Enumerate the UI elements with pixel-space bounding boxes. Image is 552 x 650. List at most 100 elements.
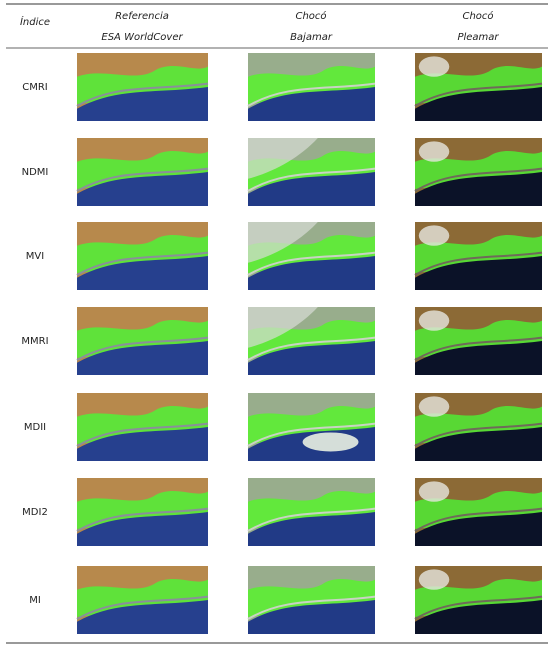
image-sea [248, 87, 375, 121]
column-subtitle: Bajamar [290, 32, 333, 43]
image-shore [414, 82, 543, 107]
satellite-image [247, 307, 376, 375]
image-shore [76, 507, 209, 532]
satellite-image [76, 478, 209, 546]
image-shore [76, 595, 209, 620]
satellite-image [76, 222, 209, 290]
satellite-image [247, 53, 376, 121]
column-subtitle: ESA WorldCover [101, 32, 183, 43]
image-sea [77, 341, 208, 375]
satellite-image [414, 307, 543, 375]
image-sea [248, 600, 375, 634]
satellite-image [414, 222, 543, 290]
satellite-image [414, 478, 543, 546]
image-cloud [418, 225, 450, 246]
image-cloud [418, 141, 450, 162]
satellite-image [76, 393, 209, 461]
image-sea [248, 341, 375, 375]
image-vegetation [77, 151, 208, 189]
column-title: Referencia [115, 11, 169, 22]
satellite-image [247, 138, 376, 206]
image-cloud [248, 307, 318, 348]
satellite-image [414, 566, 543, 634]
image-vegetation [77, 320, 208, 358]
image-shore [247, 82, 376, 107]
column-title: Chocó [295, 10, 326, 22]
image-sea [415, 256, 542, 290]
image-sea [77, 256, 208, 290]
index-header: Índice [20, 15, 50, 28]
image-sea [77, 87, 208, 121]
image-shore [247, 422, 376, 447]
image-shore [247, 251, 376, 276]
satellite-image [414, 138, 543, 206]
image-shore [414, 251, 543, 276]
satellite-image [76, 138, 209, 206]
image-sea [77, 172, 208, 206]
image-vegetation [77, 406, 208, 444]
image-cloud [248, 222, 318, 263]
image-vegetation [77, 579, 208, 617]
image-vegetation [415, 66, 542, 104]
image-sea [415, 512, 542, 546]
satellite-image [414, 393, 543, 461]
image-shore [76, 336, 209, 361]
image-vegetation [248, 491, 375, 529]
image-vegetation [415, 151, 542, 189]
satellite-image [247, 478, 376, 546]
image-vegetation [248, 66, 375, 104]
satellite-image [247, 566, 376, 634]
image-shore [247, 507, 376, 532]
satellite-image [76, 53, 209, 121]
image-vegetation [415, 579, 542, 617]
image-vegetation [77, 235, 208, 273]
satellite-image [414, 53, 543, 121]
image-sea [77, 427, 208, 461]
satellite-image [76, 307, 209, 375]
image-vegetation [415, 320, 542, 358]
image-vegetation [415, 235, 542, 273]
row-label: MI [29, 595, 41, 606]
image-cloud [418, 56, 450, 77]
row-label: MVI [26, 251, 44, 262]
image-vegetation [77, 491, 208, 529]
image-vegetation [415, 491, 542, 529]
row-label: MDI2 [22, 507, 48, 518]
image-shore [414, 422, 543, 447]
image-sea [77, 512, 208, 546]
satellite-image [247, 393, 376, 461]
image-sea [415, 87, 542, 121]
column-subtitle: Pleamar [457, 32, 499, 43]
image-cloud [248, 138, 318, 179]
row-label: NDMI [22, 167, 49, 178]
row-label: MDII [24, 422, 46, 433]
image-sea [415, 341, 542, 375]
row-label: MMRI [21, 336, 48, 347]
image-cloud [418, 396, 450, 417]
image-sea [415, 600, 542, 634]
image-noise [302, 432, 359, 452]
image-shore [76, 167, 209, 192]
column-title: Chocó [462, 10, 493, 22]
image-sea [415, 172, 542, 206]
image-shore [76, 422, 209, 447]
image-sea [415, 427, 542, 461]
image-sea [248, 512, 375, 546]
image-sea [77, 600, 208, 634]
image-vegetation [248, 406, 375, 444]
image-shore [414, 595, 543, 620]
image-shore [414, 167, 543, 192]
image-shore [76, 251, 209, 276]
image-vegetation [415, 406, 542, 444]
image-shore [247, 595, 376, 620]
image-sea [248, 256, 375, 290]
image-shore [414, 336, 543, 361]
image-cloud [418, 481, 450, 502]
image-shore [247, 167, 376, 192]
image-cloud [418, 310, 450, 331]
satellite-image [247, 222, 376, 290]
image-shore [247, 336, 376, 361]
image-shore [414, 507, 543, 532]
image-shore [76, 82, 209, 107]
